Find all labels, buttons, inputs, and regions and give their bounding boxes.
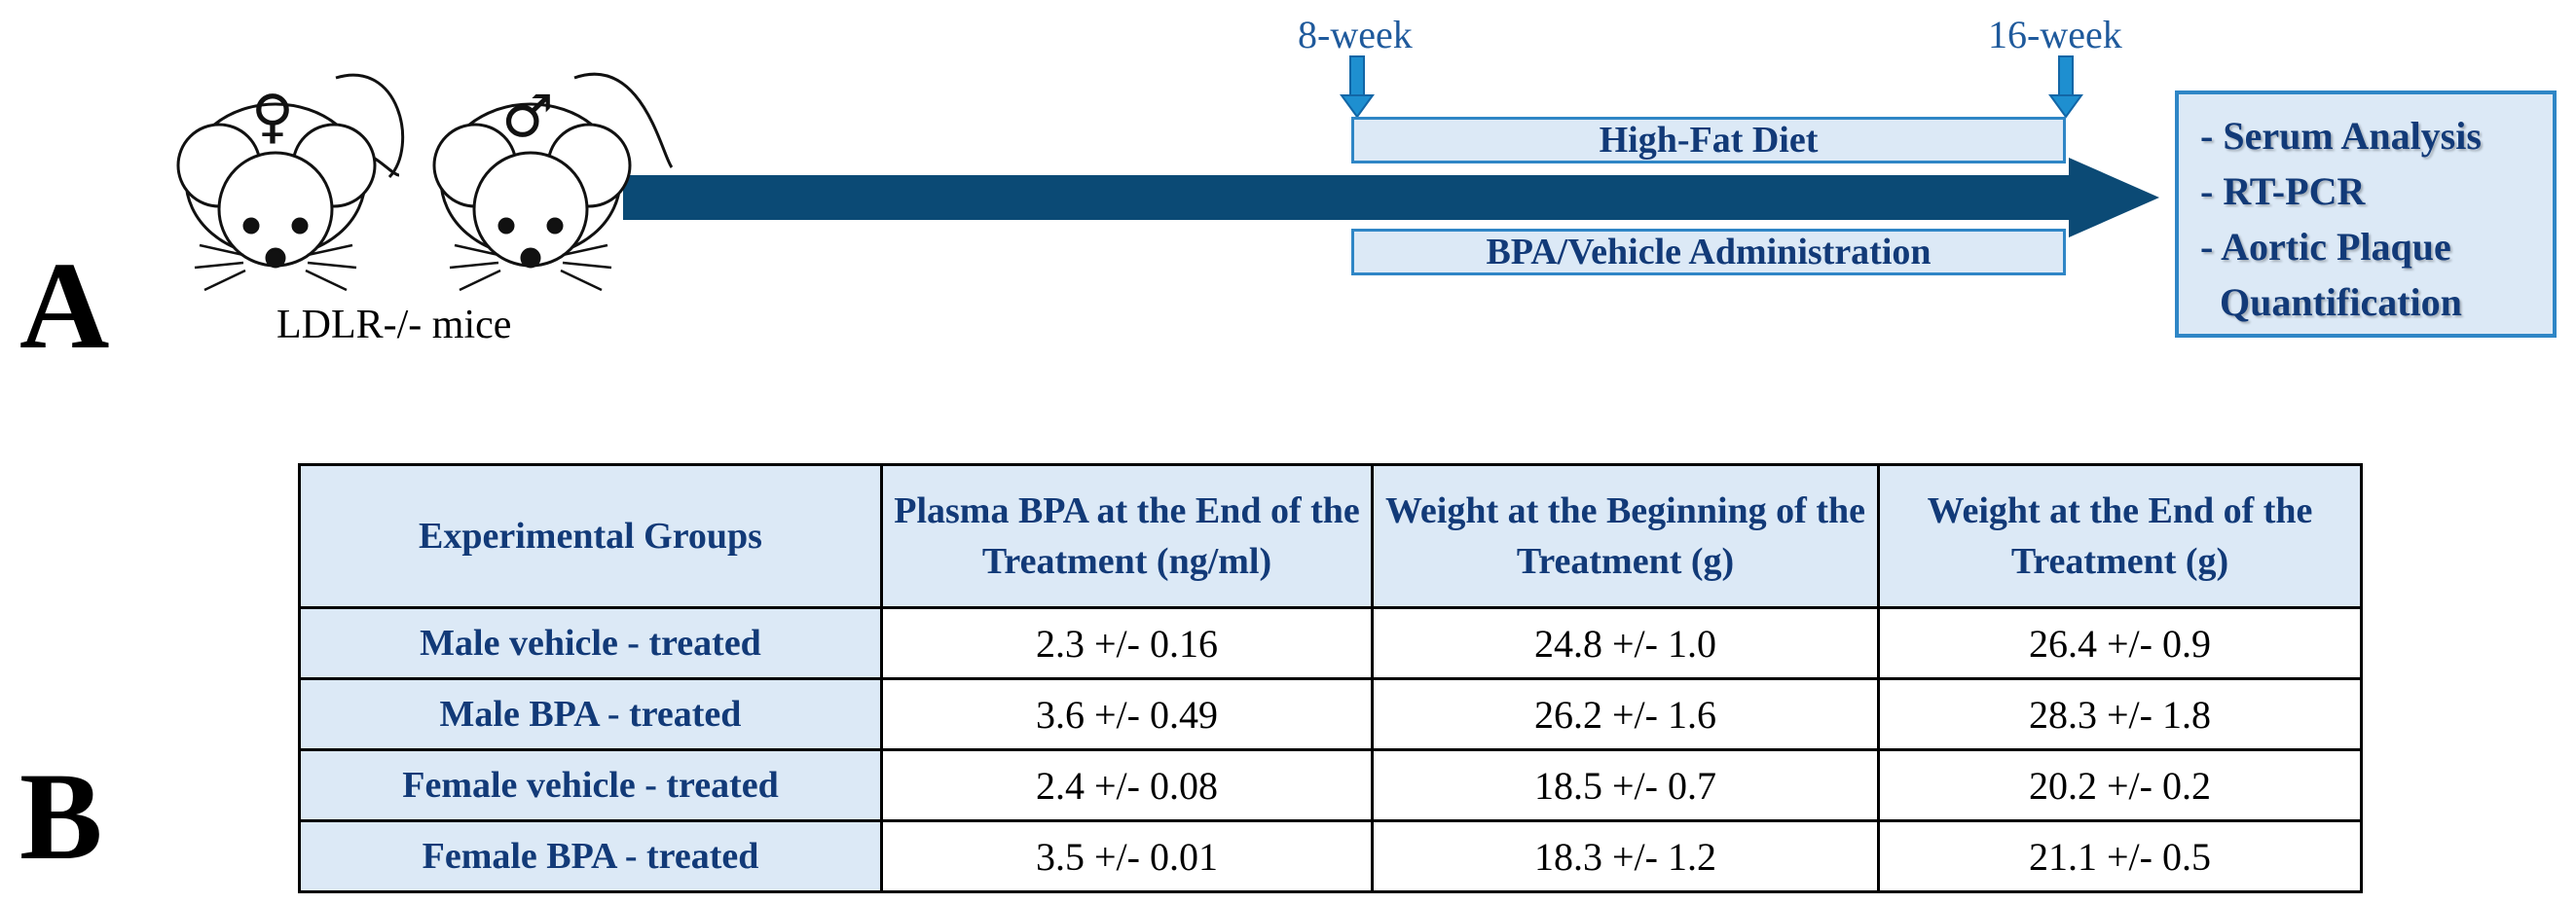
female-mouse-icon	[176, 73, 405, 292]
end-week-label: 16-week	[1988, 13, 2122, 56]
table-cell: 18.5 +/- 0.7	[1371, 748, 1880, 822]
mice-label: LDLR-/- mice	[276, 303, 512, 347]
outcome-item: Quantification	[2200, 280, 2462, 324]
group-cell: Male vehicle - treated	[298, 606, 883, 680]
table-cell: 2.3 +/- 0.16	[880, 606, 1374, 680]
table-cell: 2.4 +/- 0.08	[880, 748, 1374, 822]
panel-b-letter: B	[19, 747, 103, 886]
start-week-label: 8-week	[1298, 13, 1413, 56]
table-row: Male BPA - treated 3.6 +/- 0.49 26.2 +/-…	[298, 677, 2363, 751]
timeline-arrow	[623, 158, 2159, 237]
male-mouse-icon	[432, 72, 674, 292]
column-header: Weight at the End of the Treatment (g)	[1877, 463, 2363, 609]
administration-box: BPA/Vehicle Administration	[1351, 229, 2066, 275]
table-cell: 21.1 +/- 0.5	[1877, 819, 2363, 893]
column-header: Plasma BPA at the End of the Treatment (…	[880, 463, 1374, 609]
table-row: Female vehicle - treated 2.4 +/- 0.08 18…	[298, 748, 2363, 822]
table-cell: 18.3 +/- 1.2	[1371, 819, 1880, 893]
table-row: Male vehicle - treated 2.3 +/- 0.16 24.8…	[298, 606, 2363, 680]
female-symbol: ♀	[251, 83, 294, 151]
group-cell: Male BPA - treated	[298, 677, 883, 751]
outcome-item: - RT-PCR	[2200, 169, 2366, 213]
table-cell: 26.2 +/- 1.6	[1371, 677, 1880, 751]
timeline-diagram: ♀ ♂	[176, 55, 2159, 292]
table-header-row: Experimental Groups Plasma BPA at the En…	[298, 463, 2363, 609]
results-table: Experimental Groups Plasma BPA at the En…	[298, 463, 2363, 893]
group-cell: Female vehicle - treated	[298, 748, 883, 822]
male-symbol: ♂	[501, 83, 554, 151]
column-header: Weight at the Beginning of the Treatment…	[1371, 463, 1880, 609]
table-cell: 26.4 +/- 0.9	[1877, 606, 2363, 680]
column-header: Experimental Groups	[298, 463, 883, 609]
table-cell: 3.6 +/- 0.49	[880, 677, 1374, 751]
high-fat-diet-box: High-Fat Diet	[1351, 117, 2066, 163]
table-cell: 20.2 +/- 0.2	[1877, 748, 2363, 822]
outcome-item: - Aortic Plaque	[2200, 225, 2451, 269]
table-row: Female BPA - treated 3.5 +/- 0.01 18.3 +…	[298, 819, 2363, 893]
table-cell: 3.5 +/- 0.01	[880, 819, 1374, 893]
table-cell: 28.3 +/- 1.8	[1877, 677, 2363, 751]
panel-a-letter: A	[19, 236, 110, 375]
outcomes-box: - Serum Analysis - RT-PCR - Aortic Plaqu…	[2175, 90, 2557, 338]
table-cell: 24.8 +/- 1.0	[1371, 606, 1880, 680]
outcome-item: - Serum Analysis	[2200, 114, 2482, 158]
week-8-marker-icon	[1340, 55, 1375, 119]
group-cell: Female BPA - treated	[298, 819, 883, 893]
week-16-marker-icon	[2048, 55, 2083, 119]
